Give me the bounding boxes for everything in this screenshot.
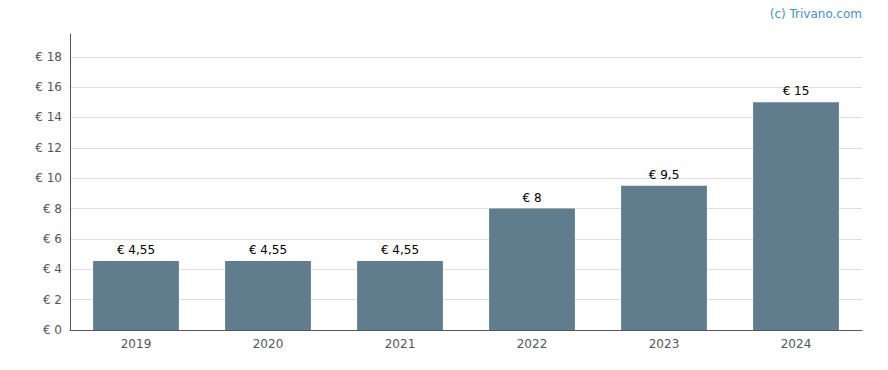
svg-text:€ 4: € 4 bbox=[43, 262, 62, 276]
svg-text:€ 10: € 10 bbox=[35, 171, 62, 185]
svg-text:2022: 2022 bbox=[517, 337, 548, 351]
svg-text:2023: 2023 bbox=[649, 337, 680, 351]
svg-text:€ 12: € 12 bbox=[35, 141, 62, 155]
svg-text:€ 9,5: € 9,5 bbox=[649, 168, 680, 182]
svg-text:2020: 2020 bbox=[253, 337, 284, 351]
svg-text:€ 16: € 16 bbox=[35, 80, 62, 94]
svg-text:2019: 2019 bbox=[121, 337, 152, 351]
svg-text:€ 4,55: € 4,55 bbox=[117, 243, 155, 257]
svg-text:2024: 2024 bbox=[781, 337, 812, 351]
svg-text:€ 4,55: € 4,55 bbox=[381, 243, 419, 257]
svg-text:€ 18: € 18 bbox=[35, 50, 62, 64]
svg-text:(c) Trivano.com: (c) Trivano.com bbox=[770, 7, 862, 21]
svg-text:€ 0: € 0 bbox=[43, 323, 62, 337]
svg-text:€ 4,55: € 4,55 bbox=[249, 243, 287, 257]
svg-text:2021: 2021 bbox=[385, 337, 416, 351]
svg-text:€ 14: € 14 bbox=[35, 110, 62, 124]
svg-text:€ 6: € 6 bbox=[43, 232, 62, 246]
svg-text:€ 8: € 8 bbox=[522, 191, 541, 205]
svg-text:€ 2: € 2 bbox=[43, 293, 62, 307]
svg-text:€ 8: € 8 bbox=[43, 202, 62, 216]
svg-text:€ 15: € 15 bbox=[783, 84, 810, 98]
